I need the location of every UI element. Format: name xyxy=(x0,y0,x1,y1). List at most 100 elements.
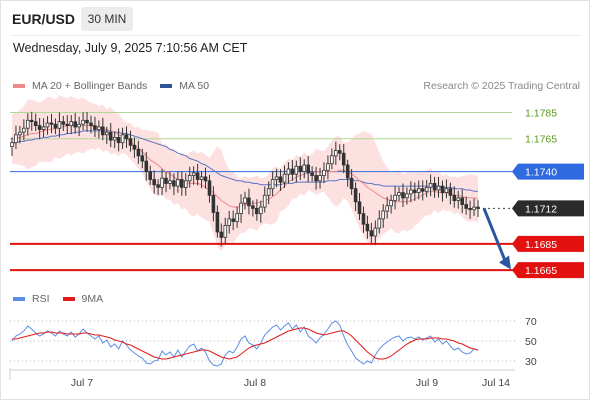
candle-body xyxy=(440,185,445,194)
ma50-line xyxy=(12,130,478,192)
candle-body xyxy=(448,188,453,196)
candle-body xyxy=(452,194,457,202)
legend-rsi: RSI xyxy=(13,293,50,305)
candle-body xyxy=(341,152,346,166)
rsi-tick-label: 30 xyxy=(525,356,537,368)
candle-body xyxy=(254,207,259,215)
candle-body xyxy=(298,165,303,173)
candle-body xyxy=(278,176,283,183)
candle-body xyxy=(33,121,38,126)
candle-body xyxy=(136,148,141,157)
candle-body xyxy=(124,134,129,140)
candle-body xyxy=(144,160,149,173)
candle-body xyxy=(81,119,85,125)
candle-body xyxy=(176,179,180,187)
candle-body xyxy=(93,125,97,130)
candle-body xyxy=(14,134,18,144)
candle-body xyxy=(405,193,409,199)
candle-body xyxy=(314,175,318,182)
candle-body xyxy=(116,136,121,144)
candle-body xyxy=(247,197,251,207)
candle-body xyxy=(377,218,382,229)
pivot-label-box xyxy=(512,163,584,180)
support-label: 1.1685 xyxy=(525,239,557,251)
candle-body xyxy=(191,172,196,176)
candle-body xyxy=(472,206,476,211)
legend-ma9-label: 9MA xyxy=(81,293,104,305)
candle-body xyxy=(282,173,287,183)
forecast-arrow-shaft xyxy=(482,207,507,262)
candle-body xyxy=(266,188,271,196)
support-label: 1.1665 xyxy=(525,265,557,277)
legend-rsi-swatch xyxy=(13,297,25,301)
candle-body xyxy=(412,189,417,193)
candle-body xyxy=(164,177,168,184)
header-divider xyxy=(10,35,580,36)
candle-body xyxy=(25,119,30,129)
x-tick-label: Jul 9 xyxy=(416,377,438,389)
legend-ma9: 9MA xyxy=(62,293,104,305)
candle-body xyxy=(112,136,117,141)
candle-body xyxy=(345,164,350,179)
candle-body xyxy=(243,197,247,204)
candle-body xyxy=(132,144,137,150)
candle-body xyxy=(61,121,66,125)
candle-body xyxy=(464,204,468,209)
legend-ma20-swatch xyxy=(13,84,25,88)
candle-body xyxy=(330,155,334,165)
candle-body xyxy=(373,227,378,237)
legend-ma50-label: MA 50 xyxy=(179,80,210,92)
candle-body xyxy=(18,131,22,136)
legend-ma50: MA 50 xyxy=(160,80,209,92)
candle-body xyxy=(270,179,275,190)
candle-body xyxy=(89,122,93,126)
resistance-label: 1.1785 xyxy=(525,107,557,119)
legend-ma20-label: MA 20 + Bollinger Bands xyxy=(32,80,148,92)
candle-body xyxy=(369,230,374,237)
candle-body xyxy=(21,127,26,133)
timeframe-badge[interactable]: 30 MIN xyxy=(81,7,133,31)
candle-body xyxy=(37,125,42,130)
rsi-ma9-line xyxy=(12,327,479,360)
candle-body xyxy=(393,194,397,202)
candle-body xyxy=(318,175,322,182)
candle-body xyxy=(381,210,385,220)
candle-body xyxy=(365,223,370,232)
candle-body xyxy=(156,184,160,188)
candle-body xyxy=(65,123,70,127)
candle-body xyxy=(361,213,366,225)
candle-body xyxy=(349,177,354,190)
legend-ma50-swatch xyxy=(160,84,173,88)
candle-body xyxy=(105,131,109,136)
candle-body xyxy=(211,194,216,213)
timestamp: Wednesday, July 9, 2025 7:10:56 AM CET xyxy=(13,41,248,55)
candle-body xyxy=(456,197,461,201)
candle-body xyxy=(397,192,401,196)
candle-body xyxy=(262,194,267,208)
candle-body xyxy=(168,180,172,184)
candle-body xyxy=(286,168,291,175)
candle-body xyxy=(148,171,153,180)
candle-body xyxy=(223,225,228,238)
candle-body xyxy=(97,126,101,130)
candle-body xyxy=(389,200,393,207)
candle-body xyxy=(274,176,279,180)
candle-body xyxy=(85,119,89,124)
candle-body xyxy=(409,189,413,195)
candle-body xyxy=(77,123,81,128)
forecast-arrow-head xyxy=(499,255,511,270)
candle-body xyxy=(219,231,224,238)
candle-body xyxy=(306,164,310,174)
candle-body xyxy=(337,150,342,154)
candle-body xyxy=(128,138,133,146)
pivot-label: 1.1740 xyxy=(525,167,557,179)
candle-body xyxy=(172,180,176,187)
candle-body xyxy=(235,213,239,222)
candle-body xyxy=(424,186,429,192)
price-legend: MA 20 + Bollinger Bands MA 50 xyxy=(13,80,222,92)
legend-rsi-label: RSI xyxy=(32,293,50,305)
candle-body xyxy=(183,180,188,188)
candle-body xyxy=(251,205,255,209)
candle-body xyxy=(152,179,157,186)
